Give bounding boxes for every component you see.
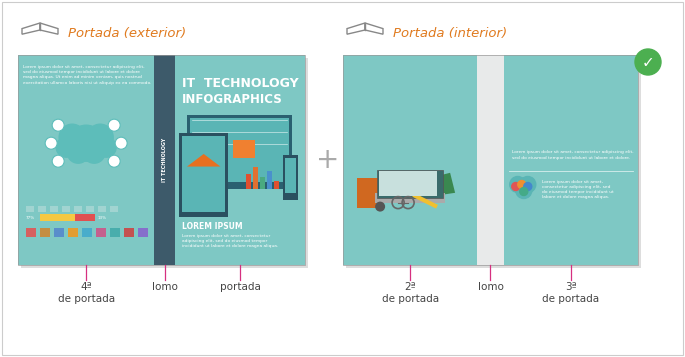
Circle shape (510, 176, 526, 192)
Bar (260, 177, 266, 189)
Bar (346, 58, 641, 268)
Bar (175, 55, 305, 265)
Bar (253, 167, 258, 189)
Bar (182, 136, 225, 212)
Circle shape (96, 137, 116, 157)
Bar (18, 55, 305, 265)
Bar (62, 206, 70, 212)
Bar (179, 133, 228, 217)
Text: Lorem ipsum dolor sit amet, consectetur
adipiscing elit, sed do eiusmod tempor
i: Lorem ipsum dolor sit amet, consectetur … (182, 234, 278, 247)
Text: Portada (exterior): Portada (exterior) (68, 26, 186, 40)
Bar (124, 228, 134, 237)
Text: 2ª
de portada: 2ª de portada (382, 282, 438, 305)
Bar (110, 228, 120, 237)
Text: portada: portada (220, 282, 260, 292)
Bar (503, 55, 638, 265)
Text: INFOGRAPHICS: INFOGRAPHICS (182, 93, 283, 106)
Text: Lorem ipsum dolor sit amet, consectetur adipiscing elit,
sed do eiusmod tempor i: Lorem ipsum dolor sit amet, consectetur … (23, 65, 151, 85)
Bar (40, 228, 50, 237)
Circle shape (520, 187, 527, 196)
Bar (247, 174, 251, 189)
Text: IT  TECHNOLOGY: IT TECHNOLOGY (182, 77, 299, 90)
Bar (379, 171, 437, 196)
Circle shape (375, 202, 385, 212)
Polygon shape (430, 173, 455, 196)
Bar (82, 228, 92, 237)
Text: Portada (interior): Portada (interior) (393, 26, 507, 40)
Text: 13%: 13% (98, 216, 107, 220)
Bar (234, 140, 256, 158)
Circle shape (108, 119, 120, 131)
Bar (54, 228, 64, 237)
Text: Lorem ipsum dolor sit amet,
consectetur adipiscing elit, sed
do eiusmod tempor i: Lorem ipsum dolor sit amet, consectetur … (542, 181, 614, 199)
Bar (18, 55, 154, 265)
Circle shape (115, 137, 127, 149)
Circle shape (52, 119, 64, 131)
Circle shape (635, 49, 661, 75)
Text: IT TECHNOLOGY: IT TECHNOLOGY (162, 138, 167, 182)
Circle shape (83, 141, 105, 163)
Circle shape (68, 125, 104, 161)
Bar (74, 206, 82, 212)
Bar (375, 193, 445, 203)
Bar (190, 118, 289, 182)
Text: ✓: ✓ (642, 55, 654, 70)
Bar (86, 206, 94, 212)
Bar (477, 55, 503, 265)
Bar (343, 55, 477, 265)
Bar (187, 115, 292, 189)
Bar (138, 228, 148, 237)
Bar (285, 158, 296, 193)
Text: 3ª
de portada: 3ª de portada (543, 282, 599, 305)
Bar (40, 214, 75, 221)
Circle shape (56, 137, 76, 157)
Bar (26, 206, 34, 212)
Circle shape (524, 182, 532, 191)
Circle shape (512, 182, 520, 191)
Bar (98, 206, 106, 212)
Circle shape (87, 124, 113, 150)
Bar (110, 206, 118, 212)
Circle shape (520, 176, 536, 192)
Text: lomo: lomo (477, 282, 503, 292)
Bar (377, 170, 443, 198)
Circle shape (108, 155, 120, 167)
Bar (26, 228, 36, 237)
Bar (275, 181, 279, 189)
Polygon shape (187, 154, 221, 167)
Circle shape (516, 182, 532, 198)
Bar (268, 171, 273, 189)
Bar (96, 228, 106, 237)
Bar (21, 58, 308, 268)
Text: lomo: lomo (151, 282, 177, 292)
Text: Lorem ipsum dolor sit amet, consectetur adipiscing elit,
sed do eiusmod tempor i: Lorem ipsum dolor sit amet, consectetur … (512, 151, 634, 160)
Bar (68, 228, 78, 237)
Bar (75, 214, 95, 221)
Bar (38, 206, 46, 212)
Text: 4ª
de portada: 4ª de portada (58, 282, 114, 305)
Text: 77%: 77% (26, 216, 35, 220)
Circle shape (52, 155, 64, 167)
Bar (357, 178, 379, 208)
Bar (154, 55, 175, 265)
Bar (343, 55, 638, 265)
Text: LOREM IPSUM: LOREM IPSUM (182, 222, 242, 231)
Circle shape (67, 141, 89, 163)
Circle shape (59, 124, 85, 150)
Circle shape (518, 181, 526, 188)
Bar (283, 155, 298, 200)
Bar (40, 214, 95, 221)
Circle shape (45, 137, 57, 149)
Text: +: + (316, 146, 340, 174)
Bar (50, 206, 58, 212)
